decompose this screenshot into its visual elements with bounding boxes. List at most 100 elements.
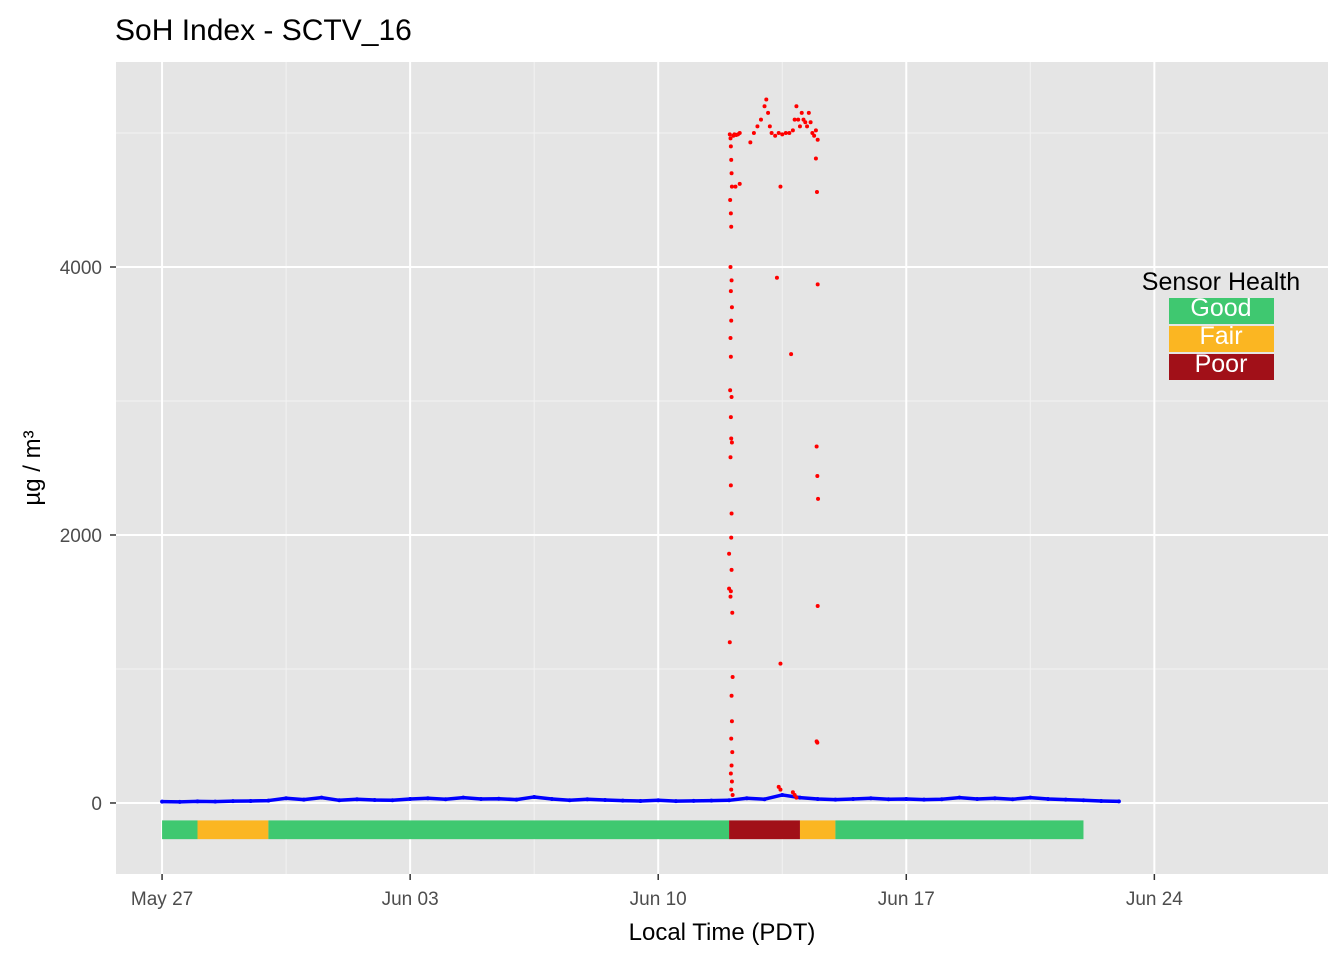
data-point (815, 282, 820, 287)
data-point (778, 184, 783, 189)
data-point (728, 483, 733, 488)
data-point-baseline (479, 796, 484, 801)
data-point-baseline (372, 798, 377, 803)
data-point (729, 318, 734, 323)
data-point (780, 132, 785, 137)
data-point (813, 156, 818, 161)
data-point (787, 131, 792, 136)
data-point (733, 184, 738, 189)
data-point (729, 157, 734, 162)
data-point (728, 415, 733, 420)
data-point (805, 124, 810, 129)
data-point (728, 354, 733, 359)
soh-band-segment-good (268, 820, 730, 840)
data-point (729, 719, 734, 724)
data-point (729, 278, 734, 283)
data-point (727, 551, 732, 556)
data-point-baseline (230, 799, 235, 804)
data-point (730, 675, 735, 680)
y-tick-label: 4000 (60, 258, 102, 279)
data-point-baseline (904, 796, 909, 801)
data-point-baseline (1028, 795, 1033, 800)
data-point-baseline (673, 799, 678, 804)
data-point-baseline (656, 798, 661, 803)
data-point (729, 171, 734, 176)
soh-band-segment-poor (729, 820, 800, 840)
data-point-baseline (496, 796, 501, 801)
legend-swatch-fair (1169, 326, 1274, 352)
data-point (729, 305, 734, 310)
data-point (730, 792, 735, 797)
data-point-baseline (319, 795, 324, 800)
data-point-baseline (1099, 798, 1104, 803)
data-point (727, 586, 732, 591)
x-tick-label: Jun 03 (382, 889, 439, 910)
data-point (729, 693, 734, 698)
data-point-baseline (815, 796, 820, 801)
data-point (769, 131, 774, 136)
data-point (728, 144, 733, 149)
data-point (727, 640, 732, 645)
data-point (728, 289, 733, 294)
legend-label-good: Good (1190, 294, 1251, 322)
y-axis: 0 2000 4000 (60, 258, 102, 815)
data-point (815, 474, 820, 479)
x-tick-label: May 27 (131, 889, 193, 910)
data-point-baseline (797, 795, 802, 800)
data-point (796, 117, 801, 122)
data-point (812, 133, 817, 138)
data-point (729, 567, 734, 572)
grid-lines (110, 62, 1328, 880)
data-point-baseline (301, 797, 306, 802)
x-axis-title: Local Time (PDT) (629, 919, 816, 946)
data-point-baseline (195, 799, 200, 804)
y-tick-label: 2000 (60, 526, 102, 547)
x-axis: May 27 Jun 03 Jun 10 Jun 17 Jun 24 (131, 889, 1183, 910)
data-point (789, 352, 794, 357)
data-point (803, 120, 808, 125)
data-point (778, 661, 783, 666)
data-point (792, 117, 797, 122)
data-point-baseline (284, 796, 289, 801)
data-point-baseline (922, 797, 926, 802)
data-point (728, 771, 733, 776)
data-point-baseline (585, 797, 590, 802)
data-point (794, 795, 799, 800)
data-point (767, 124, 772, 129)
data-point-baseline (514, 797, 519, 802)
data-point (728, 455, 733, 460)
data-point (728, 211, 733, 216)
data-point (814, 444, 819, 449)
data-point (730, 610, 735, 615)
data-point (814, 189, 819, 194)
data-point-baseline (532, 794, 537, 799)
soh-band-segment-fair (197, 820, 269, 840)
data-point (778, 787, 783, 792)
data-point (737, 131, 742, 136)
soh-band-segment-good (162, 820, 198, 840)
data-point (729, 511, 734, 516)
data-point (815, 604, 820, 609)
data-point (729, 736, 734, 741)
data-point-baseline (337, 798, 342, 803)
y-axis-title: µg / m³ (19, 430, 46, 505)
data-point (729, 394, 734, 399)
data-point-baseline (939, 797, 944, 802)
x-tick-label: Jun 10 (630, 889, 687, 910)
data-point (758, 117, 763, 122)
data-point-baseline (461, 795, 466, 800)
data-point (729, 184, 734, 189)
data-point-baseline (408, 796, 413, 801)
data-point-baseline (177, 799, 182, 804)
soh-band-segment-good (835, 820, 1084, 840)
data-point (774, 275, 779, 280)
data-point-baseline (213, 799, 218, 804)
y-tick-label: 0 (91, 794, 102, 815)
data-point (729, 763, 734, 768)
data-point-baseline (248, 798, 253, 803)
data-point (729, 436, 734, 441)
data-point (755, 124, 760, 129)
data-point (799, 110, 804, 115)
data-point-baseline (1010, 797, 1015, 802)
